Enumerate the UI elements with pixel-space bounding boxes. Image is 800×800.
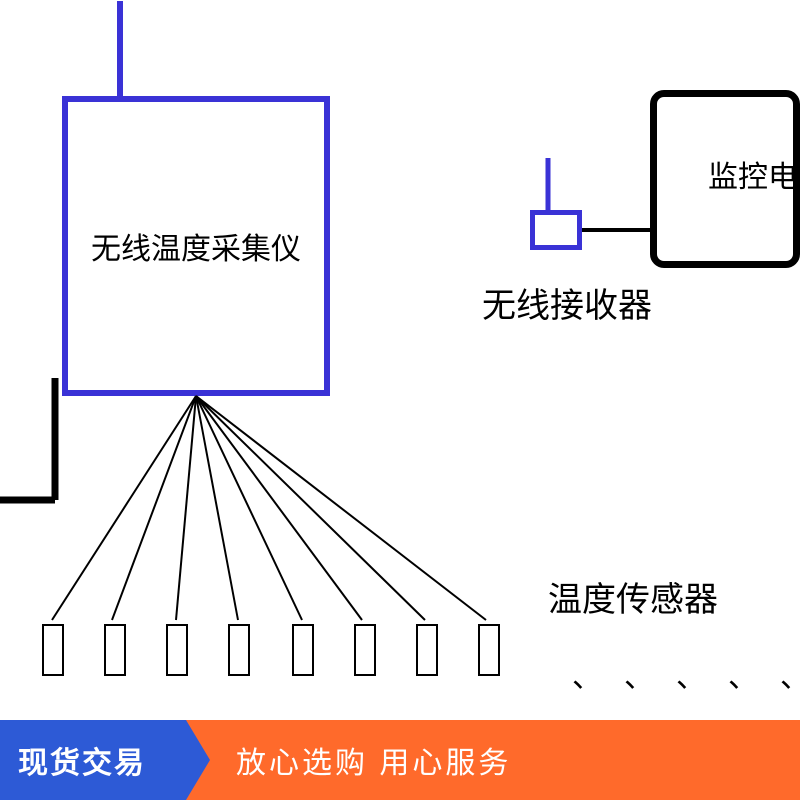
tick-mark: 、 <box>676 652 706 696</box>
receiver-box <box>530 210 582 250</box>
collector-box: 无线温度采集仪 <box>62 96 330 396</box>
footer-right-text: 放心选购 用心服务 <box>236 738 511 782</box>
tick-mark: 、 <box>728 652 758 696</box>
diagram-canvas: 无线温度采集仪 监控电 无线接收器 温度传感器 、、、、、 现货交易 放心选购 … <box>0 0 800 800</box>
tick-mark: 、 <box>624 652 654 696</box>
sensor-box <box>478 624 500 676</box>
sensor-box <box>354 624 376 676</box>
sensors-label: 温度传感器 <box>548 572 718 621</box>
footer-left: 现货交易 <box>0 720 176 800</box>
sensor-box <box>104 624 126 676</box>
monitor-label: 监控电 <box>708 152 798 196</box>
footer-left-text: 现货交易 <box>18 738 146 782</box>
sensor-box <box>292 624 314 676</box>
collector-label: 无线温度采集仪 <box>91 224 301 268</box>
footer-right: 放心选购 用心服务 <box>176 720 800 800</box>
tick-mark: 、 <box>780 652 800 696</box>
footer-banner: 现货交易 放心选购 用心服务 <box>0 720 800 800</box>
tick-mark: 、 <box>572 652 602 696</box>
sensor-box <box>416 624 438 676</box>
receiver-label: 无线接收器 <box>482 278 652 327</box>
sensor-box <box>42 624 64 676</box>
sensor-box <box>228 624 250 676</box>
sensor-box <box>166 624 188 676</box>
